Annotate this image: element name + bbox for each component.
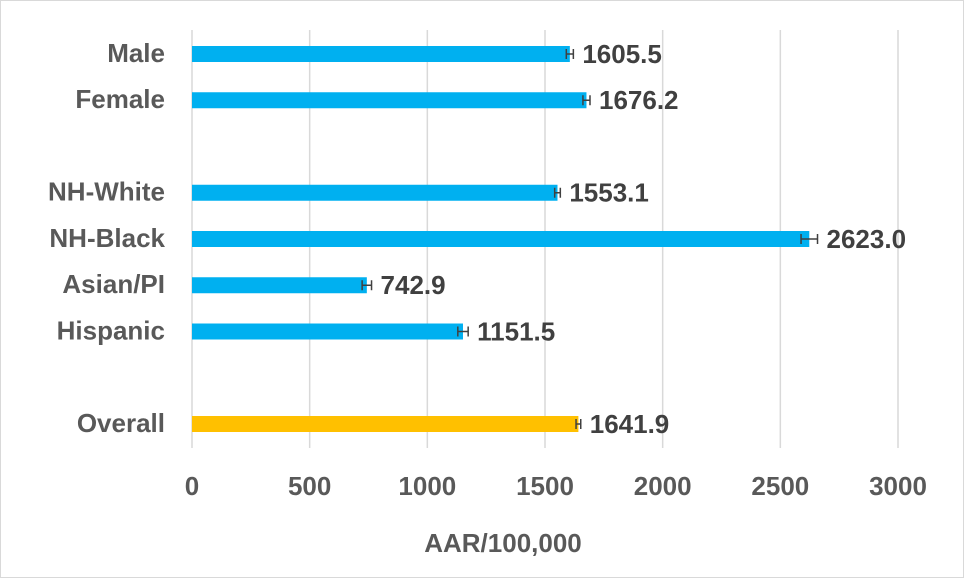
error-bar — [582, 95, 591, 106]
data-label: 1641.9 — [590, 409, 670, 439]
bar — [192, 92, 587, 109]
bar — [192, 231, 810, 247]
bar — [192, 184, 558, 201]
y-tick-label: Female — [75, 84, 165, 114]
y-tick-label: NH-Black — [49, 223, 165, 253]
y-tick-label: Hispanic — [57, 315, 165, 345]
data-label: 1605.5 — [582, 39, 662, 69]
x-tick-label: 0 — [185, 471, 199, 501]
y-tick-label: Male — [107, 38, 165, 68]
bar — [192, 323, 463, 340]
bar — [192, 46, 570, 62]
bar — [192, 277, 367, 294]
x-tick-label: 2500 — [751, 471, 809, 501]
error-bar — [457, 326, 469, 337]
error-bar — [553, 187, 562, 198]
data-label: 2623.0 — [827, 224, 907, 254]
data-label: 1151.5 — [477, 316, 555, 346]
error-bar — [361, 280, 373, 291]
data-label: 1676.2 — [599, 85, 679, 115]
x-tick-label: 1000 — [398, 471, 456, 501]
error-bar — [575, 419, 582, 429]
x-tick-label: 500 — [288, 471, 331, 501]
y-tick-label: Asian/PI — [62, 269, 165, 299]
data-label: 1553.1 — [569, 178, 649, 208]
x-tick-label: 1500 — [516, 471, 574, 501]
x-tick-label: 3000 — [869, 471, 927, 501]
x-tick-label: 2000 — [634, 471, 692, 501]
error-bar — [565, 49, 575, 59]
error-bar — [800, 234, 819, 244]
y-tick-label: NH-White — [48, 177, 165, 207]
x-axis-title: AAR/100,000 — [424, 528, 582, 558]
data-label: 742.9 — [381, 270, 446, 300]
bar — [192, 416, 579, 432]
y-tick-label: Overall — [77, 408, 165, 438]
